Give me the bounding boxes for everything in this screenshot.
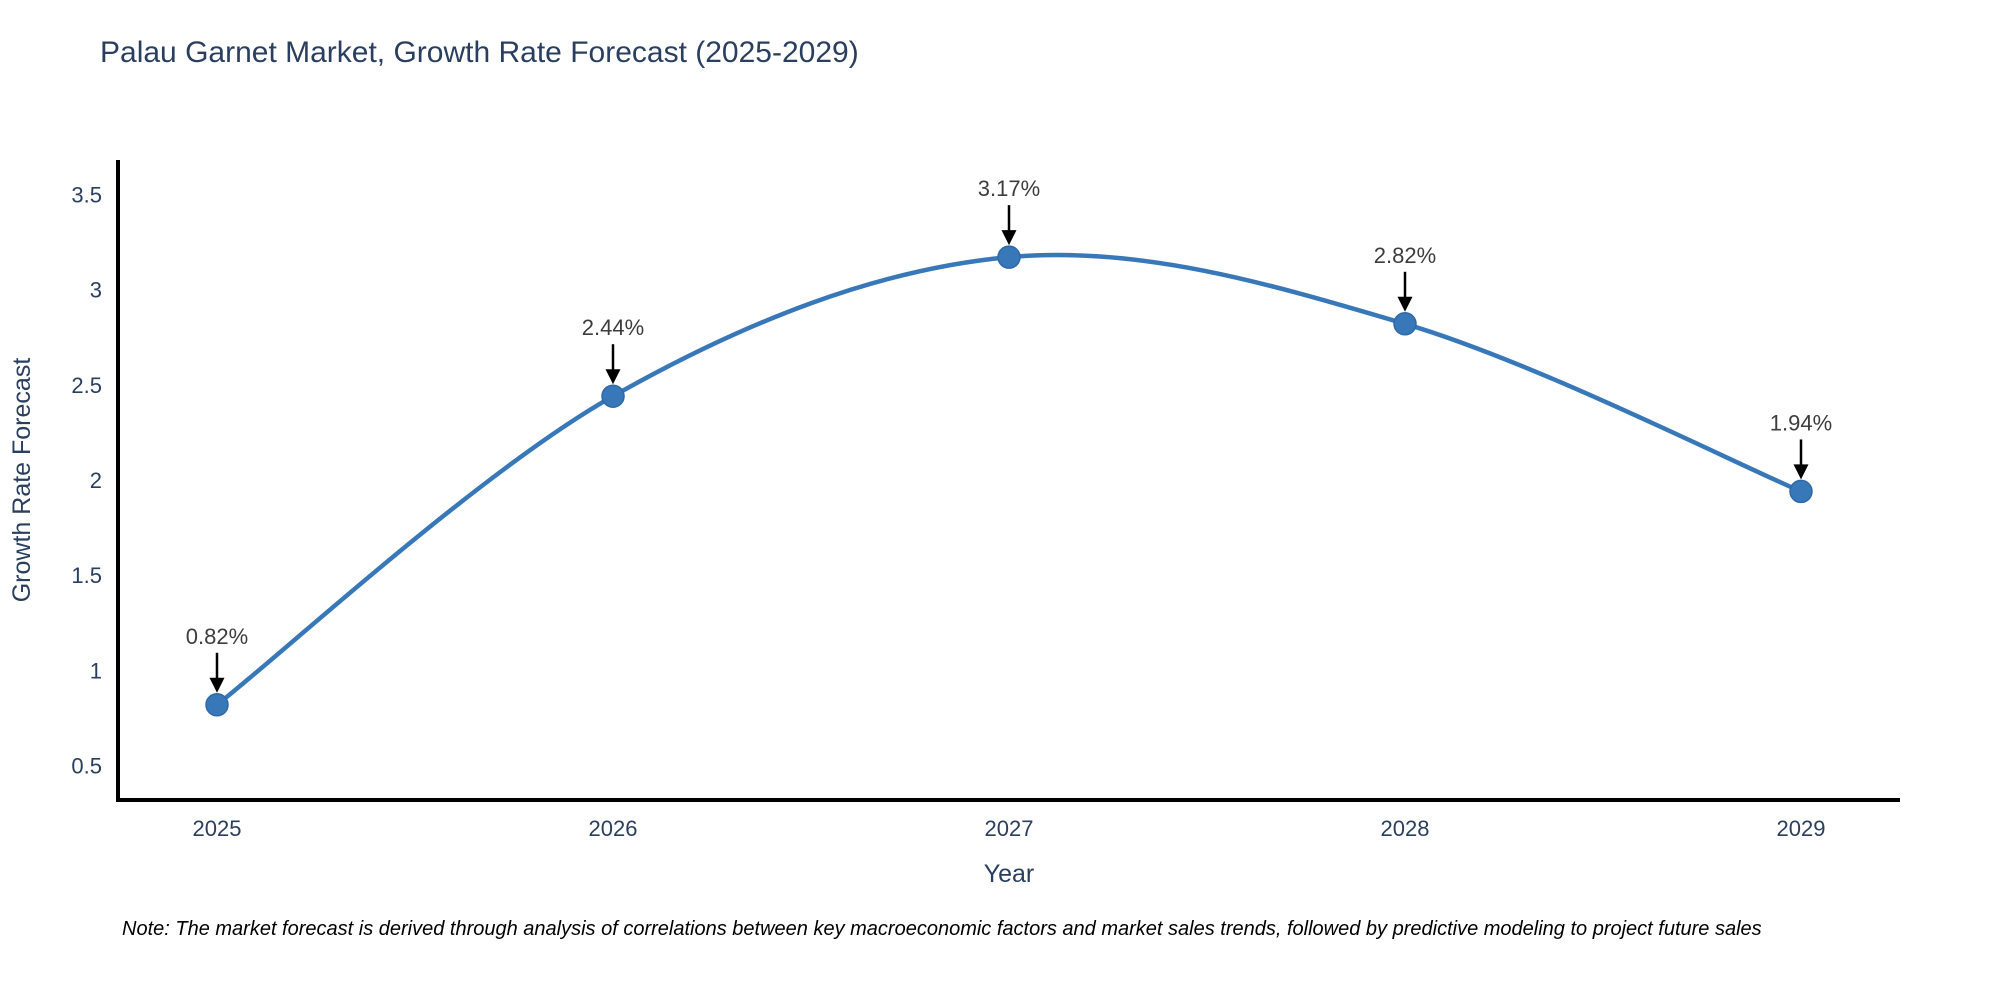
chart-title: Palau Garnet Market, Growth Rate Forecas… [100,36,859,69]
annotation-arrowhead [209,677,225,693]
annotation-label: 2.44% [582,315,644,340]
y-axis-title: Growth Rate Forecast [8,358,36,603]
x-tick-label: 2025 [193,816,242,841]
y-tick-label: 0.5 [71,754,102,779]
y-tick-label: 1.5 [71,563,102,588]
y-tick-label: 2 [90,468,102,493]
x-tick-label: 2028 [1381,816,1430,841]
data-point-marker [601,384,625,408]
y-tick-label: 1 [90,658,102,683]
x-tick-label: 2027 [985,816,1034,841]
annotation-label: 3.17% [978,176,1040,201]
trend-line [214,252,1804,708]
annotation-label: 1.94% [1770,410,1832,435]
y-tick-label: 3 [90,278,102,303]
y-tick-label: 2.5 [71,373,102,398]
annotation-arrowhead [605,369,621,385]
data-point-marker [205,693,229,717]
annotation-arrowhead [1793,464,1809,480]
x-tick-label: 2029 [1777,816,1826,841]
data-point-marker [1789,479,1813,504]
annotation-arrowhead [1001,230,1017,246]
data-point-marker [1393,312,1417,336]
annotation-arrowhead [1397,296,1413,312]
data-point-marker [997,245,1021,269]
y-tick-label: 3.5 [71,182,102,207]
x-axis-title: Year [984,860,1035,888]
annotation-label: 2.82% [1374,243,1436,268]
x-tick-label: 2026 [589,816,638,841]
annotation-label: 0.82% [186,624,248,649]
footnote: Note: The market forecast is derived thr… [122,918,1762,940]
